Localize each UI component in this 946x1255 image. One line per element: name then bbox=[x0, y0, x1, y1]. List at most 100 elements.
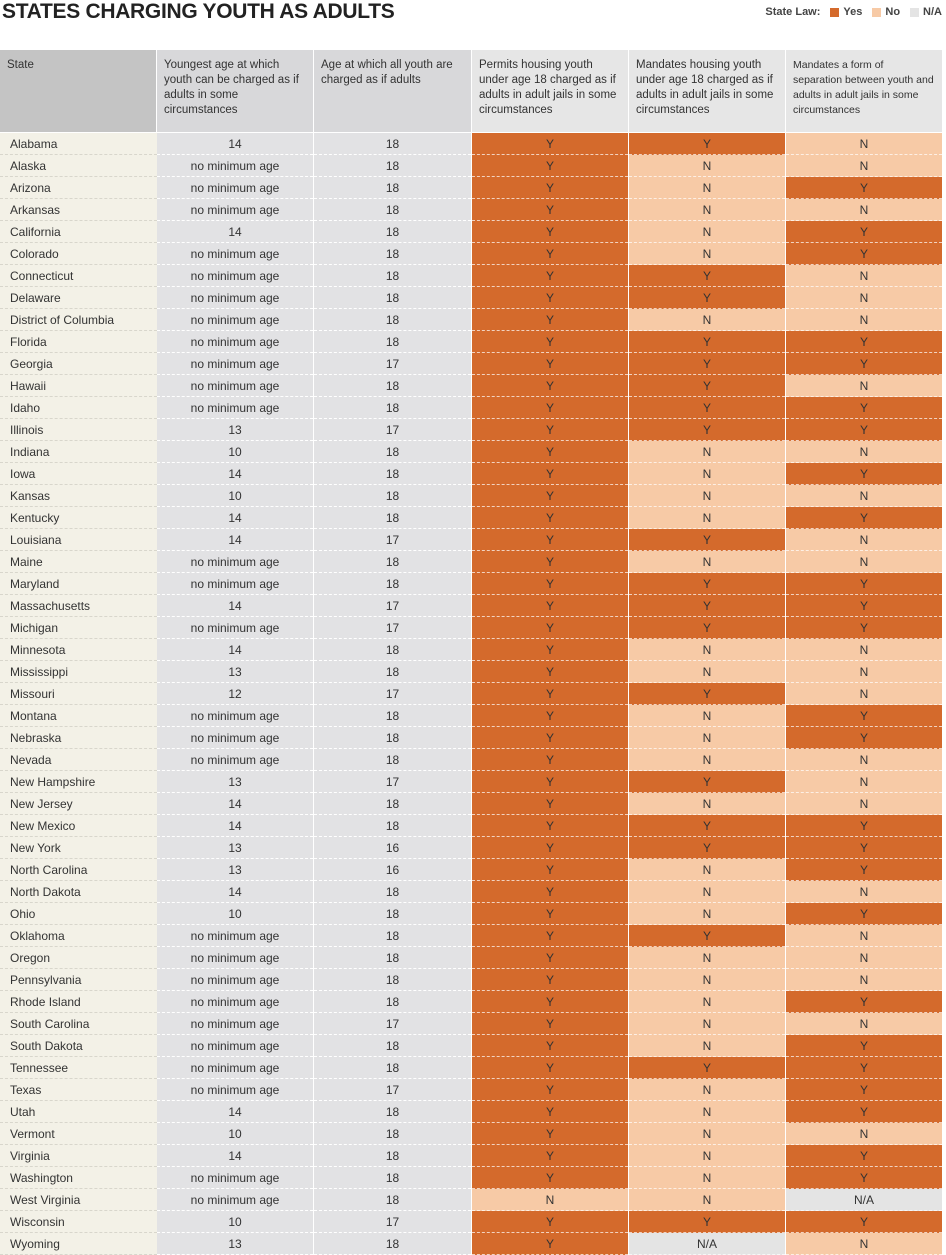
table-cell: N bbox=[629, 991, 785, 1013]
table-cell: Y bbox=[472, 529, 628, 551]
table-cell: Y bbox=[629, 925, 785, 947]
table-cell: 18 bbox=[314, 639, 471, 661]
table-cell: 18 bbox=[314, 309, 471, 331]
table-cell: 17 bbox=[314, 771, 471, 793]
table-cell: 10 bbox=[157, 1123, 313, 1145]
table-cell: N bbox=[786, 309, 942, 331]
state-cell: Alabama bbox=[0, 133, 157, 155]
table-cell: no minimum age bbox=[157, 287, 313, 309]
state-cell: Kentucky bbox=[0, 507, 157, 529]
table-cell: Y bbox=[472, 199, 628, 221]
table-cell: no minimum age bbox=[157, 925, 313, 947]
state-cell: Arizona bbox=[0, 177, 157, 199]
table-cell: Y bbox=[786, 1079, 942, 1101]
table-cell: Y bbox=[472, 133, 628, 155]
table-cell: Y bbox=[472, 859, 628, 881]
table-cell: N bbox=[786, 551, 942, 573]
table-cell: 18 bbox=[314, 793, 471, 815]
table-cell: N bbox=[786, 265, 942, 287]
table-cell: Y bbox=[472, 1167, 628, 1189]
table-cell: Y bbox=[786, 243, 942, 265]
table-cell: Y bbox=[472, 265, 628, 287]
table-cell: 18 bbox=[314, 177, 471, 199]
state-cell: North Carolina bbox=[0, 859, 157, 881]
table-cell: N bbox=[629, 507, 785, 529]
table-cell: 14 bbox=[157, 793, 313, 815]
table-cell: Y bbox=[629, 683, 785, 705]
table-cell: Y bbox=[472, 925, 628, 947]
column-header: Youngest age at which youth can be charg… bbox=[157, 50, 313, 132]
table-cell: 18 bbox=[314, 221, 471, 243]
table-cell: Y bbox=[472, 595, 628, 617]
state-cell: Kansas bbox=[0, 485, 157, 507]
table-cell: 18 bbox=[314, 925, 471, 947]
table-cell: Y bbox=[472, 969, 628, 991]
table-cell: Y bbox=[786, 815, 942, 837]
table-cell: Y bbox=[629, 529, 785, 551]
table-cell: N bbox=[629, 155, 785, 177]
table-cell: N bbox=[786, 947, 942, 969]
table-cell: 18 bbox=[314, 1035, 471, 1057]
table-cell: Y bbox=[786, 573, 942, 595]
legend-label: No bbox=[885, 6, 901, 18]
table-cell: 14 bbox=[157, 1101, 313, 1123]
table-cell: N bbox=[629, 661, 785, 683]
table-cell: N bbox=[629, 1167, 785, 1189]
table-cell: 14 bbox=[157, 463, 313, 485]
state-cell: Montana bbox=[0, 705, 157, 727]
table-cell: Y bbox=[472, 749, 628, 771]
table-cell: 18 bbox=[314, 903, 471, 925]
table-cell: Y bbox=[472, 1057, 628, 1079]
table-cell: Y bbox=[629, 287, 785, 309]
table-cell: Y bbox=[786, 1057, 942, 1079]
table-cell: N bbox=[629, 309, 785, 331]
table-cell: Y bbox=[786, 177, 942, 199]
table-cell: Y bbox=[472, 485, 628, 507]
table-cell: 12 bbox=[157, 683, 313, 705]
table-cell: N bbox=[629, 859, 785, 881]
table-cell: Y bbox=[786, 331, 942, 353]
table-cell: Y bbox=[472, 441, 628, 463]
table-cell: N bbox=[629, 793, 785, 815]
table-cell: 18 bbox=[314, 661, 471, 683]
table-cell: N bbox=[786, 1013, 942, 1035]
legend: State Law: Yes No N/A bbox=[765, 6, 942, 18]
table-cell: 18 bbox=[314, 1167, 471, 1189]
table-cell: N bbox=[786, 1233, 942, 1255]
table-cell: Y bbox=[786, 705, 942, 727]
table-cell: Y bbox=[472, 771, 628, 793]
state-cell: Michigan bbox=[0, 617, 157, 639]
table-cell: N bbox=[786, 881, 942, 903]
legend-label: Yes bbox=[843, 6, 863, 18]
table-cell: 18 bbox=[314, 441, 471, 463]
table-cell: 16 bbox=[314, 837, 471, 859]
state-cell: Alaska bbox=[0, 155, 157, 177]
table-cell: no minimum age bbox=[157, 1057, 313, 1079]
legend-swatch bbox=[910, 7, 920, 17]
table-cell: 18 bbox=[314, 947, 471, 969]
table-cell: no minimum age bbox=[157, 1189, 313, 1211]
table-cell: Y bbox=[472, 683, 628, 705]
table-cell: no minimum age bbox=[157, 1079, 313, 1101]
state-cell: Idaho bbox=[0, 397, 157, 419]
state-cell: Texas bbox=[0, 1079, 157, 1101]
table-cell: no minimum age bbox=[157, 331, 313, 353]
table-cell: N/A bbox=[786, 1189, 942, 1211]
table-cell: Y bbox=[786, 1145, 942, 1167]
table-cell: Y bbox=[472, 573, 628, 595]
state-cell: Oklahoma bbox=[0, 925, 157, 947]
table-cell: no minimum age bbox=[157, 199, 313, 221]
state-cell: Connecticut bbox=[0, 265, 157, 287]
table-cell: N bbox=[786, 441, 942, 463]
table-cell: 18 bbox=[314, 991, 471, 1013]
state-cell: Massachusetts bbox=[0, 595, 157, 617]
table-cell: N bbox=[629, 1123, 785, 1145]
table-cell: 18 bbox=[314, 1123, 471, 1145]
table-cell: N bbox=[629, 1035, 785, 1057]
table-cell: 13 bbox=[157, 1233, 313, 1255]
table-cell: 18 bbox=[314, 199, 471, 221]
column-header: Mandates a form of separation between yo… bbox=[786, 50, 942, 132]
table-cell: Y bbox=[786, 837, 942, 859]
column-header: Permits housing youth under age 18 charg… bbox=[472, 50, 628, 132]
column-header: Mandates housing youth under age 18 char… bbox=[629, 50, 785, 132]
